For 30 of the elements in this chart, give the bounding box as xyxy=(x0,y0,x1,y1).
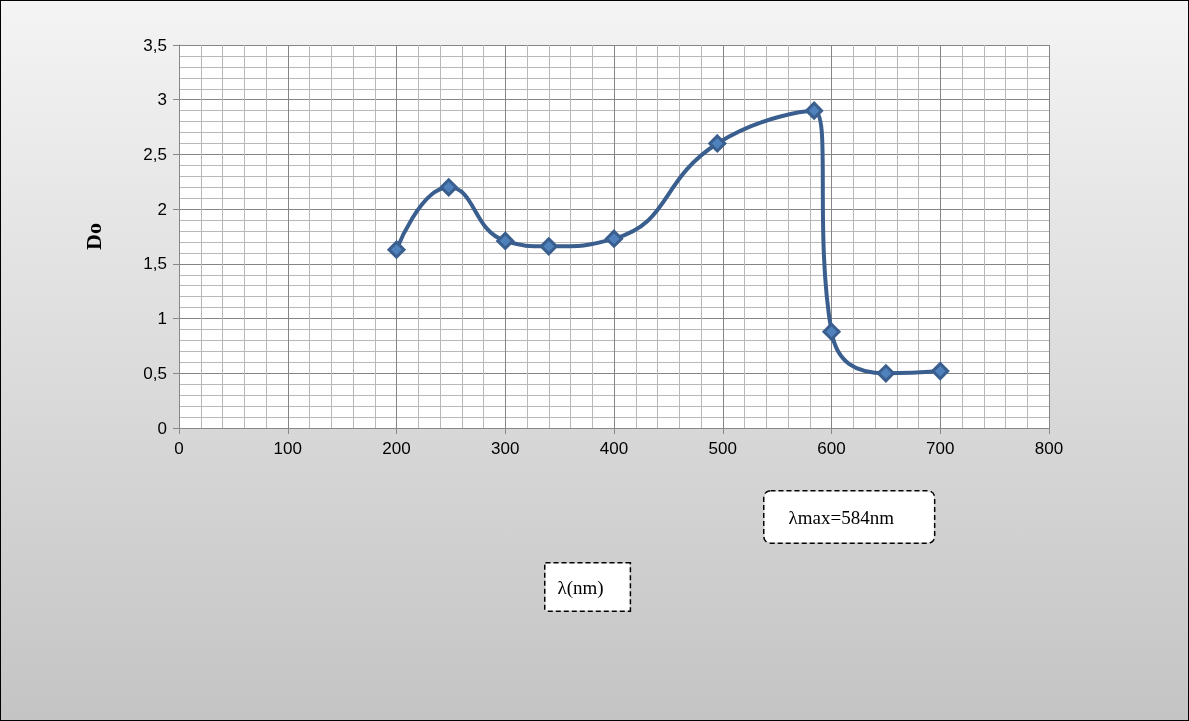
x-tick-label: 0 xyxy=(174,439,184,458)
y-tick-label: 2,5 xyxy=(143,144,167,164)
x-tick-label: 100 xyxy=(273,439,302,458)
y-tick-label: 2 xyxy=(157,199,167,219)
x-tick-label: 800 xyxy=(1034,439,1064,458)
y-tick-label: 0 xyxy=(157,418,167,438)
y-tick-label: 3 xyxy=(157,90,167,110)
x-tick-label: 200 xyxy=(382,439,411,458)
point xyxy=(539,237,558,256)
x-tick-label: 500 xyxy=(708,439,737,458)
y-tick-label: 3,5 xyxy=(143,35,167,55)
point xyxy=(496,231,515,250)
point xyxy=(822,322,841,341)
point xyxy=(876,364,895,383)
y-tick-label: 1 xyxy=(157,309,167,329)
point xyxy=(708,134,727,153)
y-axis-title: Do xyxy=(80,223,106,250)
x-tick-label: 700 xyxy=(926,439,955,458)
point xyxy=(931,362,950,381)
x-tick-label: 400 xyxy=(599,439,629,458)
x-tick-label: 600 xyxy=(817,439,846,458)
point xyxy=(605,229,623,248)
y-tick-label: 1,5 xyxy=(143,254,167,274)
y-tick-label: 0,5 xyxy=(143,363,167,383)
text: λmax=584nm xyxy=(788,506,895,528)
x-tick-label: 300 xyxy=(491,439,520,458)
text: λ(nm) xyxy=(557,576,604,599)
point xyxy=(805,101,824,120)
point xyxy=(387,240,406,259)
point xyxy=(439,178,458,197)
